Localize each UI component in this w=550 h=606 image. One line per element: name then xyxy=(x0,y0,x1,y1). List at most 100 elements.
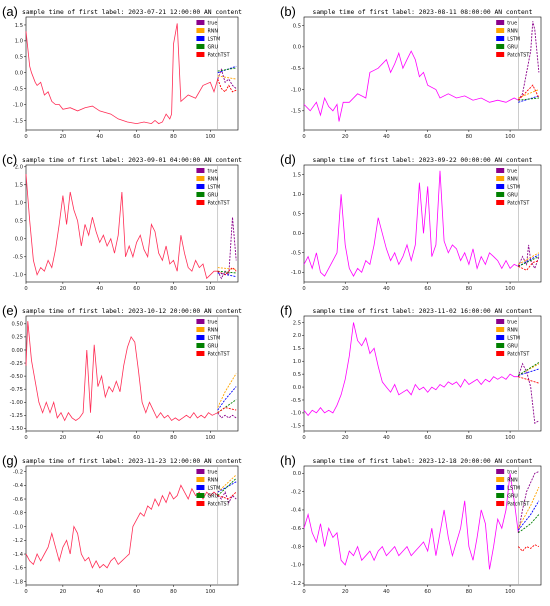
x-tick-label: 0 xyxy=(24,134,27,140)
x-tick-label: 0 xyxy=(302,435,305,441)
y-tick-label: -1.0 xyxy=(291,563,301,569)
legend-label: true xyxy=(507,470,517,476)
legend-label: PatchTST xyxy=(207,53,229,59)
forecast-series-line xyxy=(517,544,540,552)
y-tick-label: -0.5 xyxy=(291,398,301,404)
legend-label: PatchTST xyxy=(507,502,529,508)
x-tick-label: 40 xyxy=(383,286,390,292)
x-tick-label: 20 xyxy=(342,286,349,292)
forecast-series-line xyxy=(217,490,237,504)
legend-swatch xyxy=(196,36,205,41)
history-series-line xyxy=(25,321,218,422)
y-tick-label: 1.5 xyxy=(15,23,23,29)
x-tick-label: 100 xyxy=(205,589,215,595)
legend-label: RNN xyxy=(507,29,518,35)
x-tick-label: 0 xyxy=(302,286,305,292)
x-tick-label: 60 xyxy=(133,286,140,292)
forecast-series-line xyxy=(217,266,237,276)
legend-swatch xyxy=(496,469,505,474)
legend-swatch xyxy=(496,28,505,33)
chart-panel: (e) sample time of first label: 2023-10-1… xyxy=(2,303,242,441)
legend: true RNN LSTM GRU PatchTST xyxy=(196,469,230,508)
legend-swatch xyxy=(196,485,205,490)
legend-swatch xyxy=(496,20,505,25)
x-tick-label: 80 xyxy=(170,589,177,595)
x-tick-label: 60 xyxy=(133,435,140,441)
x-tick-label: 0 xyxy=(302,134,305,140)
y-tick-label: -1.4 xyxy=(13,552,24,558)
history-series-line xyxy=(303,170,519,277)
x-tick-label: 60 xyxy=(133,589,140,595)
forecast-series-line xyxy=(518,368,540,376)
legend-label: PatchTST xyxy=(207,201,229,207)
panel-label: (f) xyxy=(280,303,292,318)
legend-label: GRU xyxy=(507,45,518,51)
y-tick-label: 0.50 xyxy=(11,322,23,328)
x-tick-label: 20 xyxy=(60,134,67,140)
history-series-line xyxy=(25,173,218,280)
x-tick-label: 80 xyxy=(466,286,473,292)
forecast-series-line xyxy=(217,474,237,493)
plot-frame xyxy=(303,465,542,586)
x-tick-label: 80 xyxy=(170,134,177,140)
legend-label: RNN xyxy=(207,29,218,35)
legend: true RNN LSTM GRU PatchTST xyxy=(496,20,529,59)
legend-swatch xyxy=(496,485,505,490)
forecast-series-line xyxy=(217,217,237,280)
legend-label: true xyxy=(207,470,217,476)
chart-panel: (b) sample time of first label: 2023-08-1… xyxy=(280,4,542,140)
x-tick-label: 40 xyxy=(96,435,103,441)
x-tick-label: 60 xyxy=(424,134,431,140)
forecast-series-line xyxy=(517,500,540,531)
x-tick-label: 80 xyxy=(466,134,473,140)
legend-swatch xyxy=(196,319,205,324)
x-tick-label: 40 xyxy=(96,589,103,595)
legend-swatch xyxy=(196,20,205,25)
x-tick-label: 40 xyxy=(96,286,103,292)
y-tick-label: -0.8 xyxy=(291,544,301,550)
legend-swatch xyxy=(496,343,505,348)
plot-frame xyxy=(25,16,239,131)
forecast-series-line xyxy=(217,373,237,408)
legend-swatch xyxy=(496,493,505,498)
forecast-series-line xyxy=(518,514,540,534)
x-tick-label: 20 xyxy=(60,435,67,441)
y-tick-label: 2.0 xyxy=(293,333,301,339)
legend-label: LSTM xyxy=(507,336,520,342)
y-tick-label: -1.6 xyxy=(13,566,23,572)
x-tick-label: 60 xyxy=(424,589,431,595)
forecast-series-line xyxy=(518,252,540,265)
y-tick-label: -1.5 xyxy=(291,424,301,430)
chart-panel: (d) sample time of first label: 2023-09-2… xyxy=(280,152,542,292)
legend-label: GRU xyxy=(207,193,218,199)
forecast-series-line xyxy=(217,412,237,419)
forecast-series-line xyxy=(217,407,237,414)
panel-label: (h) xyxy=(280,453,296,468)
legend-label: RNN xyxy=(507,177,518,183)
forecast-series-line xyxy=(518,260,540,271)
chart-title: sample time of first label: 2023-10-12 2… xyxy=(22,308,242,315)
y-tick-label: 1.5 xyxy=(15,183,23,189)
legend-label: LSTM xyxy=(207,37,220,43)
y-tick-label: 1.0 xyxy=(15,201,23,207)
x-tick-label: 20 xyxy=(342,435,349,441)
chart-title: sample time of first label: 2023-09-01 0… xyxy=(22,157,242,164)
legend: true RNN LSTM GRU PatchTST xyxy=(496,168,529,207)
chart-panel: (h) sample time of first label: 2023-12-1… xyxy=(280,453,542,595)
plot-frame xyxy=(303,16,542,131)
x-tick-label: 100 xyxy=(205,435,215,441)
legend-label: true xyxy=(207,169,217,175)
legend-label: true xyxy=(207,21,217,27)
forecast-series-line xyxy=(517,362,540,424)
legend: true RNN LSTM GRU PatchTST xyxy=(196,168,230,207)
x-tick-label: 100 xyxy=(505,589,515,595)
x-tick-label: 40 xyxy=(383,435,390,441)
y-tick-label: -0.4 xyxy=(291,508,302,514)
legend-swatch xyxy=(496,335,505,340)
legend-label: GRU xyxy=(207,45,218,51)
y-tick-label: -1.25 xyxy=(10,413,23,419)
x-tick-label: 100 xyxy=(205,286,215,292)
y-tick-label: 0.5 xyxy=(15,219,23,225)
legend-label: GRU xyxy=(507,494,518,500)
y-tick-label: 1.0 xyxy=(15,39,23,45)
